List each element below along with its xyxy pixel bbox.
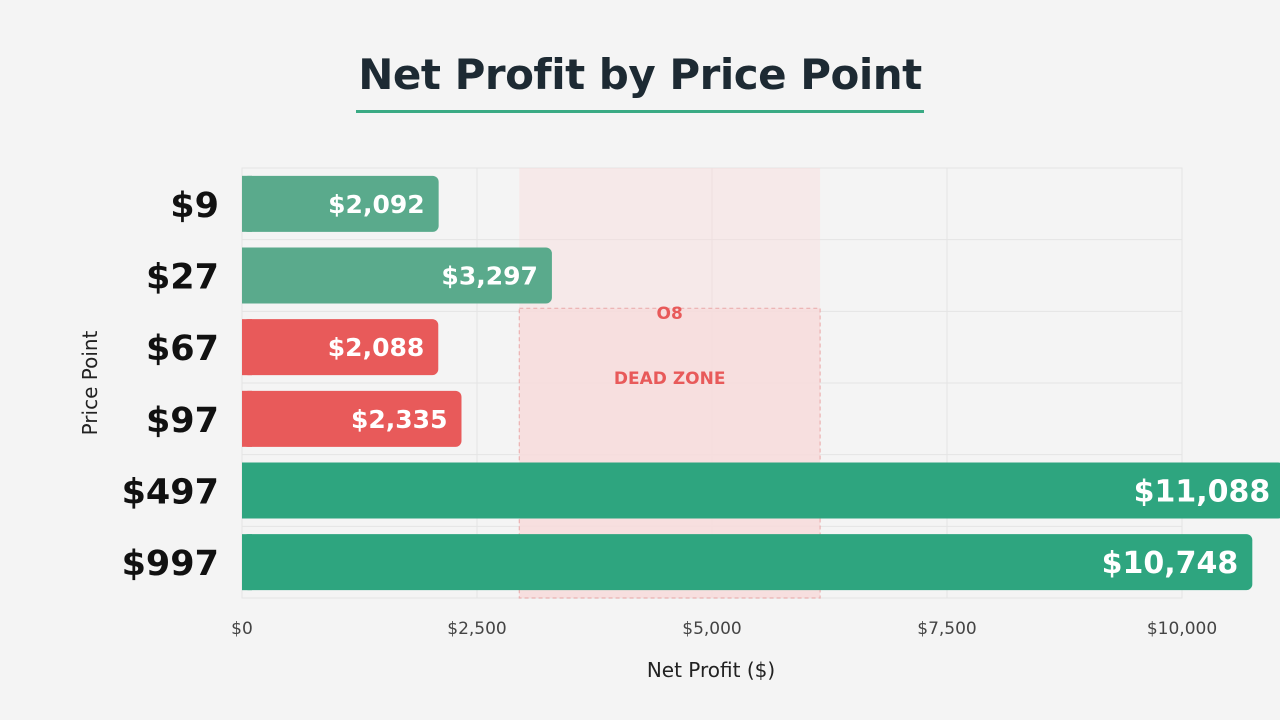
bar-value-label: $11,088	[1134, 475, 1271, 510]
bar-corner-fill	[242, 176, 252, 232]
bar-corner-fill	[242, 463, 252, 519]
x-axis-title: Net Profit ($)	[647, 658, 775, 682]
bar-corner-fill	[242, 248, 252, 304]
x-tick-label: $7,500	[917, 619, 976, 639]
category-label: $97	[146, 401, 219, 441]
o8-label: O8	[657, 304, 683, 324]
category-label: $497	[122, 473, 219, 513]
bar-value-label: $2,088	[328, 333, 424, 362]
x-tick-label: $10,000	[1147, 619, 1217, 639]
bar-value-label: $10,748	[1102, 546, 1239, 581]
x-tick-label: $2,500	[447, 619, 506, 639]
bar-corner-fill	[242, 319, 252, 375]
dead-zone-fade	[519, 168, 820, 308]
category-label: $67	[146, 329, 219, 369]
category-label: $27	[146, 258, 219, 298]
category-label: $9	[170, 186, 219, 226]
dead-zone-label: DEAD ZONE	[614, 369, 726, 389]
y-axis-title: Price Point	[78, 330, 102, 435]
bar-value-label: $2,092	[328, 190, 424, 219]
bar	[242, 463, 1280, 519]
x-tick-label: $0	[231, 619, 253, 639]
category-label: $997	[122, 544, 219, 584]
bar-value-label: $3,297	[441, 262, 537, 291]
x-tick-label: $5,000	[682, 619, 741, 639]
bar-corner-fill	[242, 391, 252, 447]
bar-corner-fill	[242, 534, 252, 590]
bar-value-label: $2,335	[351, 405, 447, 434]
